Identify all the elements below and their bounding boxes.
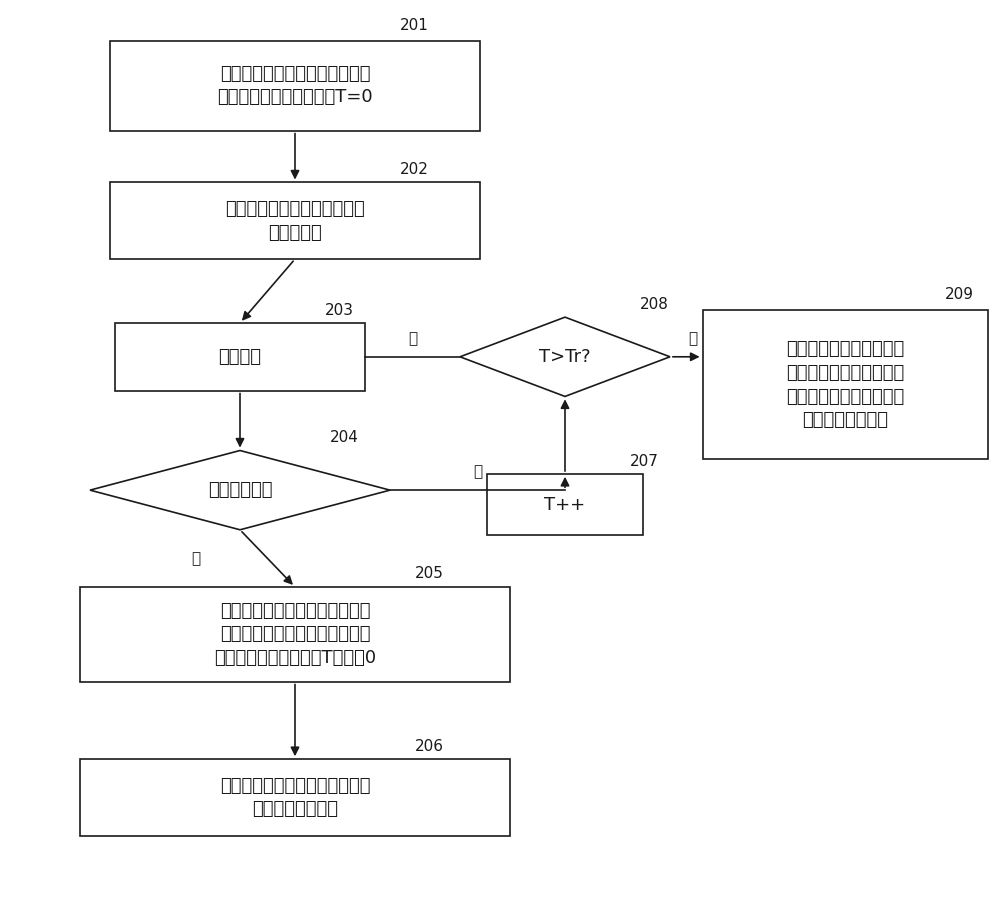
Text: 清空各计数器和缓存区，并设置
相邻笔画停顿时间计算器T=0: 清空各计数器和缓存区，并设置 相邻笔画停顿时间计算器T=0 [217,65,373,106]
Text: 209: 209 [945,287,974,302]
Text: 204: 204 [330,430,359,445]
Polygon shape [90,450,390,530]
Text: 等待输入: 等待输入 [218,348,262,366]
FancyBboxPatch shape [702,310,988,460]
FancyBboxPatch shape [115,323,365,391]
Text: 是: 是 [688,331,697,346]
Text: 否: 否 [473,464,482,479]
Text: 笔触是否落笔: 笔触是否落笔 [208,481,272,499]
Text: 205: 205 [415,566,444,581]
Text: T++: T++ [544,496,586,514]
Text: 将记录的一系列二维坐标点列输
入到后端处理系统: 将记录的一系列二维坐标点列输 入到后端处理系统 [220,777,370,818]
Text: 否: 否 [408,331,417,346]
Text: 是: 是 [191,551,200,566]
Text: 206: 206 [415,739,444,754]
Text: 208: 208 [640,296,669,312]
FancyBboxPatch shape [80,759,510,836]
FancyBboxPatch shape [110,41,480,131]
FancyBboxPatch shape [487,474,642,535]
Text: T>Tr?: T>Tr? [539,348,591,366]
Text: 207: 207 [630,453,659,469]
Text: 确定已输入一完整历史字
符，启动后端处理系统对
第二缓存区中的历史笔画
集合进行字符识别: 确定已输入一完整历史字 符，启动后端处理系统对 第二缓存区中的历史笔画 集合进行… [786,341,904,429]
Text: 201: 201 [400,18,429,33]
FancyBboxPatch shape [110,182,480,259]
Text: 202: 202 [400,162,429,177]
FancyBboxPatch shape [80,587,510,681]
Text: 清空书写区，以给用户后续输
入提供空间: 清空书写区，以给用户后续输 入提供空间 [225,200,365,241]
Polygon shape [460,317,670,396]
Text: 203: 203 [325,303,354,318]
Text: 跟踪用户笔画输入笔迹，将笔画
记录为一个二维坐标点列，直至
笔触离开触摸屏，并将T重置为0: 跟踪用户笔画输入笔迹，将笔画 记录为一个二维坐标点列，直至 笔触离开触摸屏，并将… [214,602,376,667]
